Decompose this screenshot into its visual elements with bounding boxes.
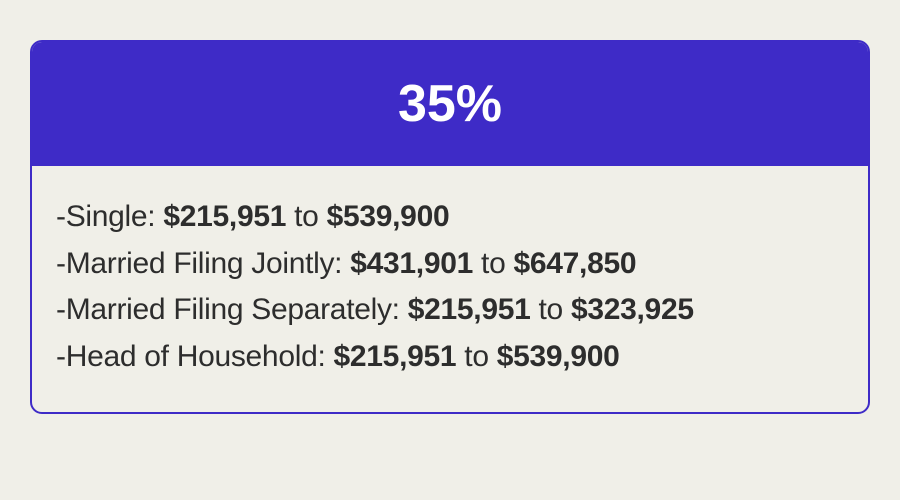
bracket-connector: to xyxy=(286,200,327,233)
tax-rate-header: 35% xyxy=(32,42,868,166)
bracket-label: Married Filing Separately: xyxy=(66,293,408,326)
tax-bracket-body: -Single: $215,951 to $539,900 -Married F… xyxy=(32,166,868,412)
tax-bracket-card: 35% -Single: $215,951 to $539,900 -Marri… xyxy=(30,40,870,414)
bracket-row: -Married Filing Separately: $215,951 to … xyxy=(56,287,844,334)
bracket-row: -Head of Household: $215,951 to $539,900 xyxy=(56,334,844,381)
bracket-row: -Single: $215,951 to $539,900 xyxy=(56,194,844,241)
bracket-high: $647,850 xyxy=(514,247,637,280)
bracket-prefix: - xyxy=(56,247,66,280)
bracket-label: Head of Household: xyxy=(66,340,334,373)
bracket-high: $539,900 xyxy=(327,200,450,233)
bracket-high: $323,925 xyxy=(571,293,694,326)
bracket-low: $431,901 xyxy=(350,247,473,280)
bracket-prefix: - xyxy=(56,340,66,373)
bracket-prefix: - xyxy=(56,200,66,233)
bracket-label: Married Filing Jointly: xyxy=(66,247,351,280)
bracket-connector: to xyxy=(530,293,571,326)
bracket-row: -Married Filing Jointly: $431,901 to $64… xyxy=(56,241,844,288)
bracket-prefix: - xyxy=(56,293,66,326)
tax-rate-value: 35% xyxy=(398,75,502,133)
bracket-high: $539,900 xyxy=(497,340,620,373)
bracket-connector: to xyxy=(456,340,497,373)
bracket-low: $215,951 xyxy=(163,200,286,233)
bracket-label: Single: xyxy=(66,200,164,233)
bracket-low: $215,951 xyxy=(408,293,531,326)
bracket-low: $215,951 xyxy=(334,340,457,373)
bracket-connector: to xyxy=(473,247,514,280)
